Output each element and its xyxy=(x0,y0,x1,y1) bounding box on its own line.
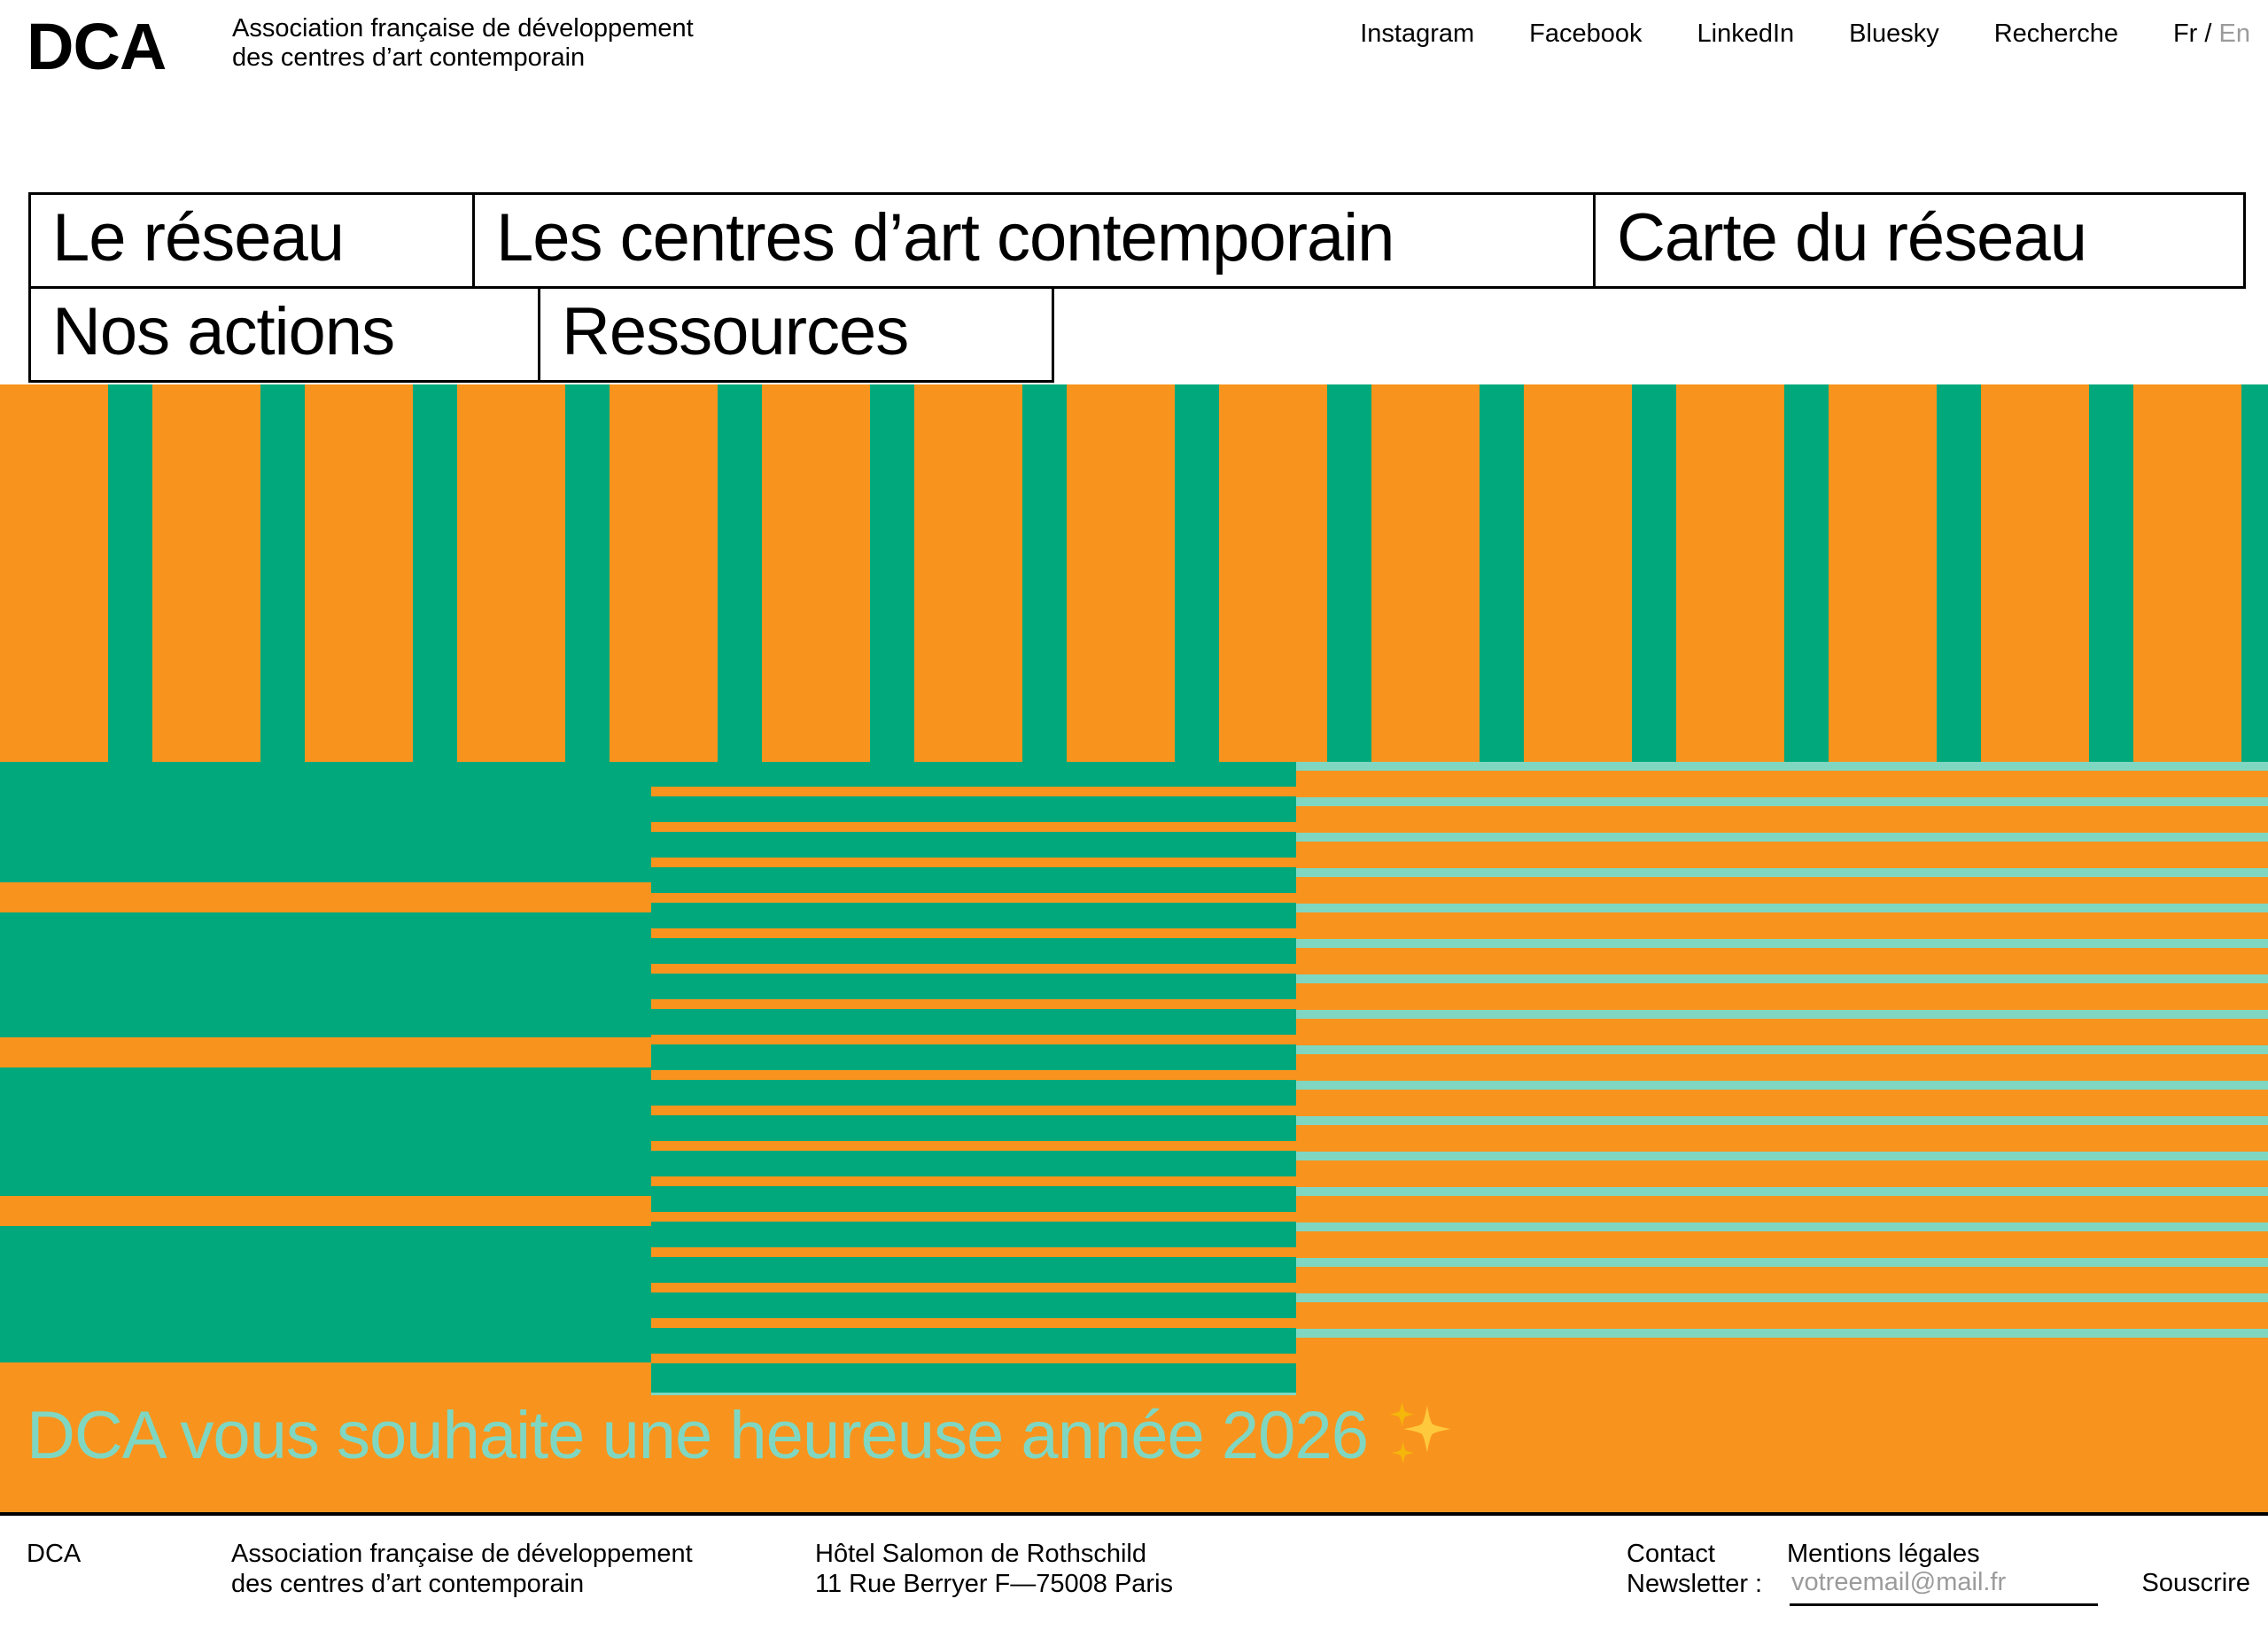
footer-address: Hôtel Salomon de Rothschild 11 Rue Berry… xyxy=(815,1539,1173,1599)
main-nav: Le réseau Les centres d’art contemporain… xyxy=(28,192,2249,383)
greeting-banner: DCA vous souhaite une heureuse année 202… xyxy=(27,1402,1456,1470)
site-footer: DCA Association française de développeme… xyxy=(0,1512,2268,1630)
nav-item-le-reseau[interactable]: Le réseau xyxy=(28,192,475,289)
greeting-text: DCA vous souhaite une heureuse année 202… xyxy=(27,1398,1369,1473)
footer-address-line2: 11 Rue Berryer F—75008 Paris xyxy=(815,1570,1174,1598)
site-tagline-line2: des centres d’art contemporain xyxy=(232,43,586,72)
left-stripe-zone xyxy=(0,762,651,1362)
language-switcher: Fr / En xyxy=(2173,19,2250,49)
lang-separator: / xyxy=(2197,19,2219,48)
subscribe-button[interactable]: Souscrire xyxy=(2141,1569,2251,1597)
decorative-artwork xyxy=(0,384,2268,1512)
header-link-bluesky[interactable]: Bluesky xyxy=(1849,19,1939,48)
header-link-recherche[interactable]: Recherche xyxy=(1993,19,2118,48)
lang-fr[interactable]: Fr xyxy=(2172,19,2198,48)
logo[interactable]: DCA xyxy=(27,10,167,83)
nav-item-ressources[interactable]: Ressources xyxy=(538,286,1054,383)
left-zone-bar xyxy=(0,1196,651,1226)
left-zone-bar xyxy=(0,1037,651,1067)
nav-item-carte-du-reseau[interactable]: Carte du réseau xyxy=(1593,192,2246,289)
header-links: Instagram Facebook LinkedIn Bluesky Rech… xyxy=(1360,19,2250,49)
right-zone-lines xyxy=(1296,762,2268,1338)
site-header: DCA Association française de développeme… xyxy=(0,0,2268,192)
footer-tagline-line2: des centres d’art contemporain xyxy=(231,1570,585,1598)
nav-item-les-centres-dart[interactable]: Les centres d’art contemporain xyxy=(472,192,1596,289)
footer-tagline: Association française de développement d… xyxy=(231,1539,693,1599)
sparkles-emoji-icon xyxy=(1389,1401,1451,1464)
right-stripe-zone xyxy=(1296,762,2268,1338)
site-tagline-line1: Association française de développement xyxy=(232,14,694,43)
newsletter-label: Newsletter : xyxy=(1627,1570,1763,1598)
middle-zone-lines xyxy=(651,762,1296,1363)
footer-logo[interactable]: DCA xyxy=(27,1540,82,1568)
header-link-linkedin[interactable]: LinkedIn xyxy=(1697,19,1795,48)
main-nav-row1: Le réseau Les centres d’art contemporain… xyxy=(28,192,2249,289)
nav-item-nos-actions[interactable]: Nos actions xyxy=(28,286,540,383)
vertical-stripes-pattern xyxy=(0,384,2268,762)
site-tagline: Association française de développement d… xyxy=(232,14,694,73)
header-link-facebook[interactable]: Facebook xyxy=(1529,19,1643,48)
footer-link-mentions-legales[interactable]: Mentions légales xyxy=(1787,1540,1980,1568)
lang-en[interactable]: En xyxy=(2218,19,2250,48)
footer-link-contact[interactable]: Contact xyxy=(1627,1540,1715,1568)
main-nav-row2: Nos actions Ressources xyxy=(28,286,2249,383)
header-link-instagram[interactable]: Instagram xyxy=(1360,19,1475,48)
left-zone-bar xyxy=(0,882,651,912)
newsletter-email-input[interactable] xyxy=(1790,1567,2098,1606)
footer-address-line1: Hôtel Salomon de Rothschild xyxy=(815,1540,1146,1568)
footer-tagline-line1: Association française de développement xyxy=(231,1540,693,1568)
middle-stripe-zone xyxy=(651,762,1296,1395)
